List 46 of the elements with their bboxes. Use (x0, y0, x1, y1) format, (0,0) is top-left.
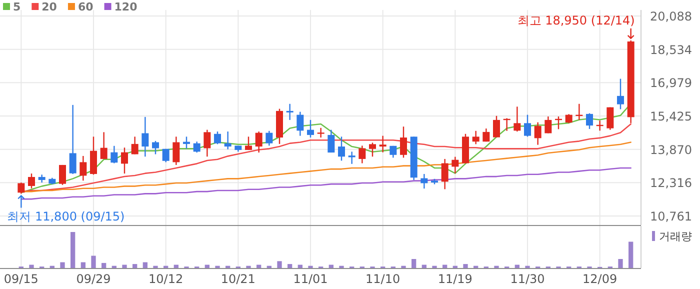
x-tick-label: 12/09 (582, 272, 618, 286)
y-tick-label: 13,870 (650, 142, 692, 157)
bar (204, 264, 210, 268)
x-tick-label: 09/29 (76, 272, 111, 286)
bar (618, 259, 623, 268)
bar (442, 264, 448, 268)
y-tick-label: 18,534 (650, 42, 692, 57)
bar (29, 264, 34, 268)
y-tick-label: 15,425 (650, 109, 692, 124)
legend-label: 5 (13, 0, 21, 14)
legend-label: 20 (42, 0, 58, 14)
bar (91, 256, 96, 268)
y-tick-label: 12,316 (650, 176, 692, 190)
x-tick-label: 11/19 (438, 272, 472, 286)
x-tick-label: 11/30 (510, 272, 545, 286)
bar (132, 264, 138, 268)
y-tick-label: 10,761 (650, 209, 692, 224)
bar (174, 264, 178, 268)
bar (70, 232, 76, 268)
annotation: 최저 11,800 (09/15) (7, 210, 125, 224)
bar (422, 264, 426, 268)
bar (60, 262, 65, 268)
annotation: 최고 18,950 (12/14) (517, 13, 635, 28)
legend-label: 거래량 (659, 230, 692, 243)
x-tick-label: 11/10 (366, 272, 400, 286)
y-tick-label: 16,979 (650, 76, 692, 90)
y-tick-label: 20,088 (650, 10, 692, 24)
bar (80, 262, 86, 268)
bar (412, 259, 416, 268)
bar (277, 261, 282, 268)
bar (328, 264, 334, 268)
legend-label: 60 (78, 0, 94, 14)
bar (298, 264, 302, 268)
bar (102, 262, 106, 268)
bar (514, 264, 520, 268)
x-tick-label: 11/01 (293, 272, 328, 286)
bar (628, 242, 634, 268)
bar (288, 264, 292, 268)
legend-label: 120 (114, 0, 138, 14)
x-tick-label: 10/21 (220, 272, 256, 286)
bar (463, 264, 468, 268)
x-tick-label: 10/12 (148, 272, 184, 286)
bar (256, 264, 262, 268)
bar (142, 262, 148, 268)
x-tick-label: 09/15 (4, 272, 38, 286)
bar (122, 264, 127, 268)
